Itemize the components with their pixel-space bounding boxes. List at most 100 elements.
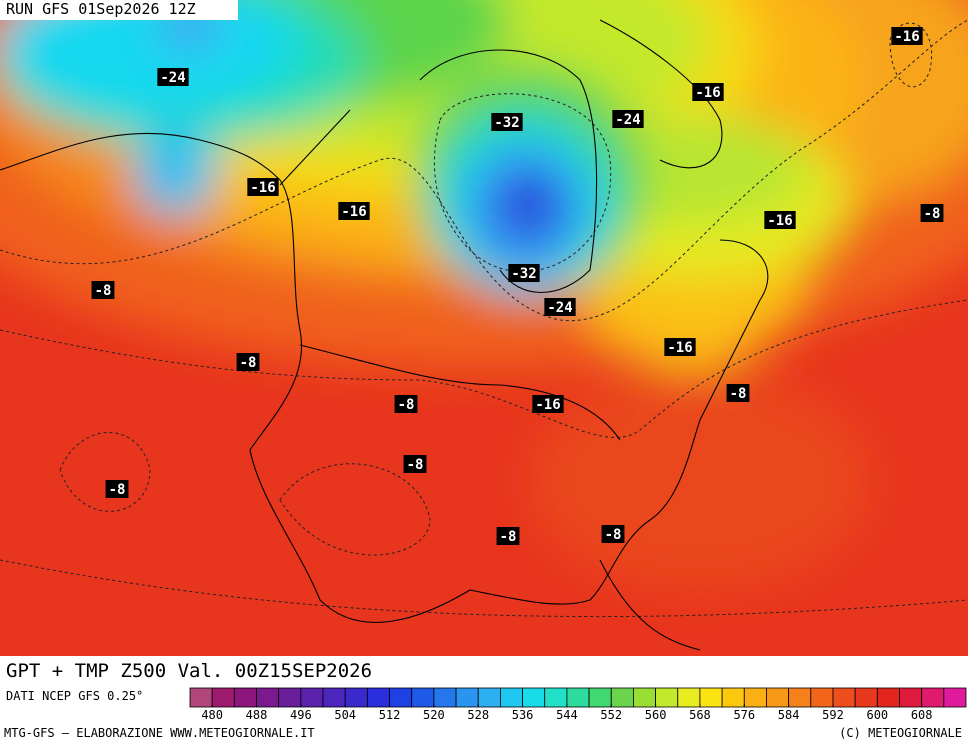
isotherm-label-box bbox=[157, 68, 189, 86]
isotherm-label: -16 bbox=[695, 85, 720, 101]
colorbar-swatch bbox=[810, 687, 834, 708]
colorbar-swatch bbox=[389, 687, 413, 708]
colorbar-tick-label: 576 bbox=[733, 708, 755, 722]
colorbar-swatch bbox=[721, 687, 745, 708]
isotherm-label-box bbox=[105, 480, 129, 498]
isotherm-label: -32 bbox=[511, 266, 536, 282]
colorbar-swatch bbox=[921, 687, 945, 708]
isotherm-label: -8 bbox=[500, 529, 517, 545]
colorbar-swatch bbox=[899, 687, 923, 708]
isotherm-label-box bbox=[496, 527, 520, 545]
footer-left: MTG-GFS — ELABORAZIONE WWW.METEOGIORNALE… bbox=[4, 726, 315, 740]
isotherm-label: -8 bbox=[95, 283, 112, 299]
colorbar-swatch bbox=[788, 687, 812, 708]
colorbar-swatch bbox=[633, 687, 657, 708]
isotherm-label: -16 bbox=[535, 397, 560, 413]
colorbar-tick-label: 520 bbox=[423, 708, 445, 722]
isotherm-label: -8 bbox=[398, 397, 415, 413]
isotherm-label-box bbox=[601, 525, 625, 543]
isotherm-label: -8 bbox=[730, 386, 747, 402]
colorbar-swatch bbox=[699, 687, 723, 708]
colorbar-swatch bbox=[499, 687, 523, 708]
isotherm-label-box bbox=[508, 264, 540, 282]
colorbar-tick-label: 528 bbox=[467, 708, 489, 722]
colorbar-tick-label: 552 bbox=[600, 708, 622, 722]
isotherm-label-box bbox=[403, 455, 427, 473]
colorbar-swatch bbox=[854, 687, 878, 708]
title-box bbox=[0, 656, 412, 686]
colorbar-swatch bbox=[300, 687, 324, 708]
isotherm-label-box bbox=[91, 281, 115, 299]
colorbar-tick-label: 544 bbox=[556, 708, 578, 722]
isotherm-label-box bbox=[612, 110, 644, 128]
colorbar-tick-label: 496 bbox=[290, 708, 312, 722]
colorbar-swatch bbox=[344, 687, 368, 708]
colorbar: 480 488 496 504 512 520 528 536 544 552 560 568 576 5… bbox=[189, 687, 967, 722]
colorbar-swatch bbox=[566, 687, 590, 708]
colorbar-swatch bbox=[256, 687, 280, 708]
isotherm-label: -8 bbox=[240, 355, 257, 371]
isotherm-label: -32 bbox=[494, 115, 519, 131]
colorbar-swatch bbox=[433, 687, 457, 708]
coastlines bbox=[0, 19, 769, 651]
colorbar-tick-label: 560 bbox=[645, 708, 667, 722]
isotherm-label: -16 bbox=[667, 340, 692, 356]
colorbar-swatch bbox=[455, 687, 479, 708]
colorbar-swatch bbox=[544, 687, 568, 708]
colorbar-tick-label: 480 bbox=[201, 708, 223, 722]
isotherm-label-box bbox=[338, 202, 370, 220]
isotherm-label: -8 bbox=[109, 482, 126, 498]
isotherm-label-box bbox=[394, 395, 418, 413]
colorbar-tick-label: 568 bbox=[689, 708, 711, 722]
isotherm-label: -24 bbox=[160, 70, 185, 86]
colorbar-swatch bbox=[322, 687, 346, 708]
isotherm-label: -16 bbox=[341, 204, 366, 220]
colorbar-tick-label: 504 bbox=[334, 708, 356, 722]
colorbar-swatch bbox=[610, 687, 634, 708]
isotherm-label-box bbox=[726, 384, 750, 402]
isotherm-labels: -16 -24 -16 -32 -24 -16 -16 -8 -16 -32 -8 -24 -16 -8 -… bbox=[91, 27, 944, 545]
isotherm-label-box bbox=[491, 113, 523, 131]
colorbar-swatch bbox=[677, 687, 701, 708]
isotherm-label-box bbox=[920, 204, 944, 222]
colorbar-swatch bbox=[743, 687, 767, 708]
colorbar-swatch bbox=[278, 687, 302, 708]
colorbar-swatch bbox=[211, 687, 235, 708]
colorbar-swatch bbox=[411, 687, 435, 708]
isotherm-label: -24 bbox=[547, 300, 572, 316]
colorbar-swatch bbox=[189, 687, 213, 708]
colorbar-swatch bbox=[655, 687, 679, 708]
colorbar-swatch bbox=[233, 687, 257, 708]
contours bbox=[0, 19, 968, 618]
colorbar-swatch bbox=[588, 687, 612, 708]
isotherm-label-box bbox=[692, 83, 724, 101]
isotherm-label-box bbox=[664, 338, 696, 356]
colorbar-tick-label: 512 bbox=[379, 708, 401, 722]
colorbar-swatch bbox=[832, 687, 856, 708]
isotherm-label-box bbox=[236, 353, 260, 371]
colorbar-tick-label: 592 bbox=[822, 708, 844, 722]
isotherm-label-box bbox=[764, 211, 796, 229]
run-label: RUN GFS 01Sep2026 12Z bbox=[6, 0, 196, 18]
colorbar-swatch bbox=[522, 687, 546, 708]
colorbar-caption: DATI NCEP GFS 0.25° bbox=[6, 689, 143, 703]
isotherm-label-box bbox=[247, 178, 279, 196]
isotherm-label: -8 bbox=[924, 206, 941, 222]
isotherm-label: -8 bbox=[407, 457, 424, 473]
colorbar-tick-label: 488 bbox=[246, 708, 268, 722]
colorbar-tick-label: 600 bbox=[866, 708, 888, 722]
isotherm-label: -24 bbox=[615, 112, 640, 128]
isotherm-label-box bbox=[532, 395, 564, 413]
isotherm-label: -16 bbox=[767, 213, 792, 229]
colorbar-swatch bbox=[766, 687, 790, 708]
colorbar-tick-label: 608 bbox=[911, 708, 933, 722]
colorbar-swatch bbox=[477, 687, 501, 708]
colorbar-swatch bbox=[366, 687, 390, 708]
isotherm-label: -16 bbox=[250, 180, 275, 196]
footer-right: (C) METEOGIORNALE bbox=[839, 726, 962, 740]
run-box bbox=[0, 0, 238, 20]
isotherm-label-box bbox=[891, 27, 923, 45]
colorbar-tick-label: 584 bbox=[778, 708, 800, 722]
